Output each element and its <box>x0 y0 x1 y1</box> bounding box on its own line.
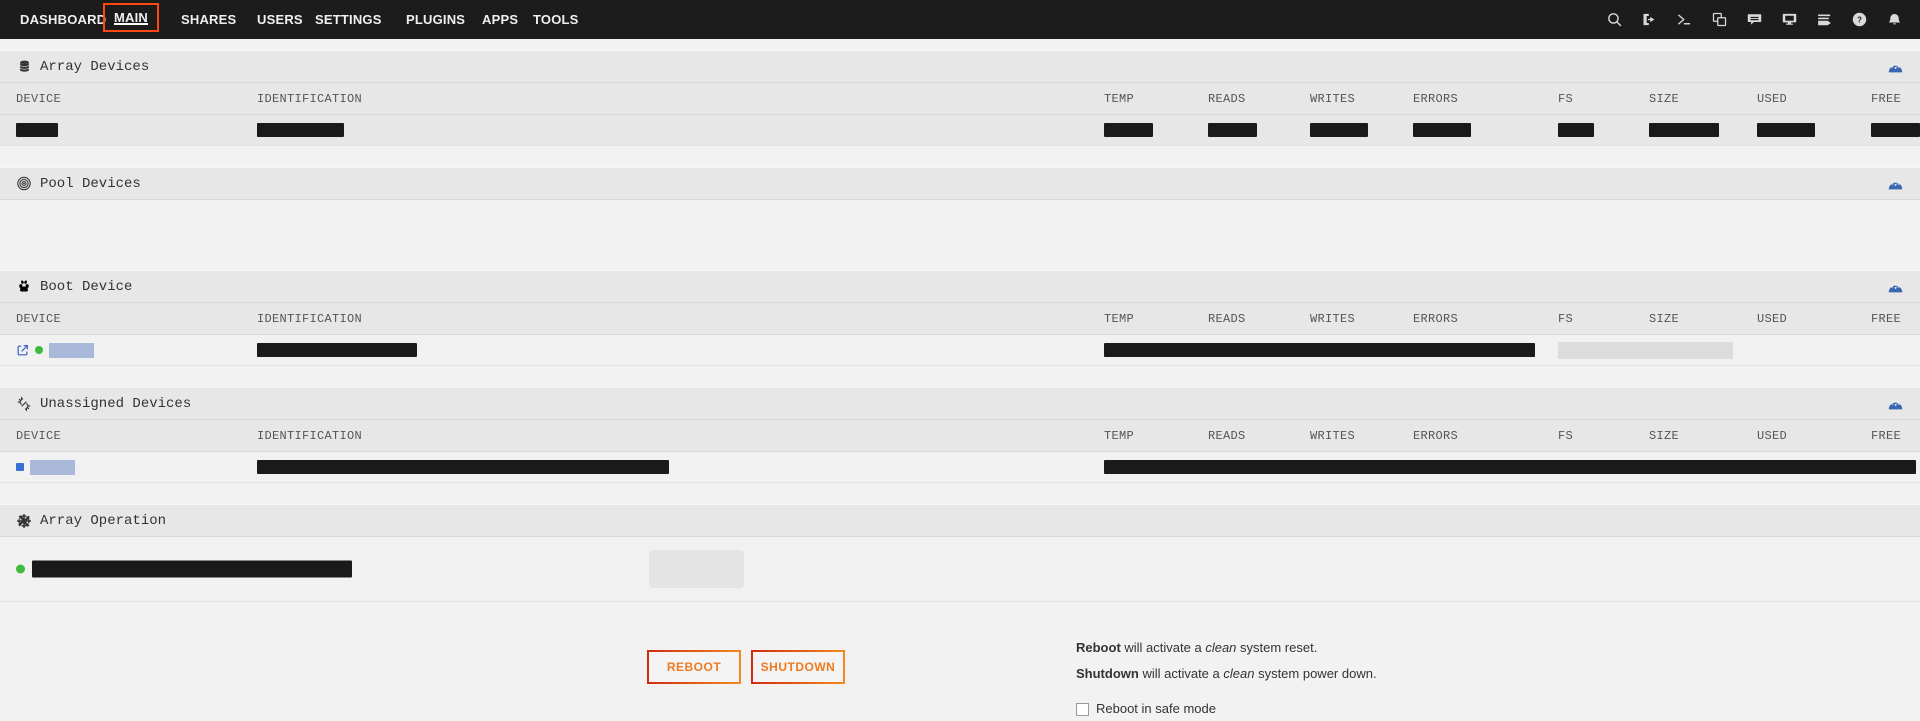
svg-text:?: ? <box>1857 16 1862 25</box>
